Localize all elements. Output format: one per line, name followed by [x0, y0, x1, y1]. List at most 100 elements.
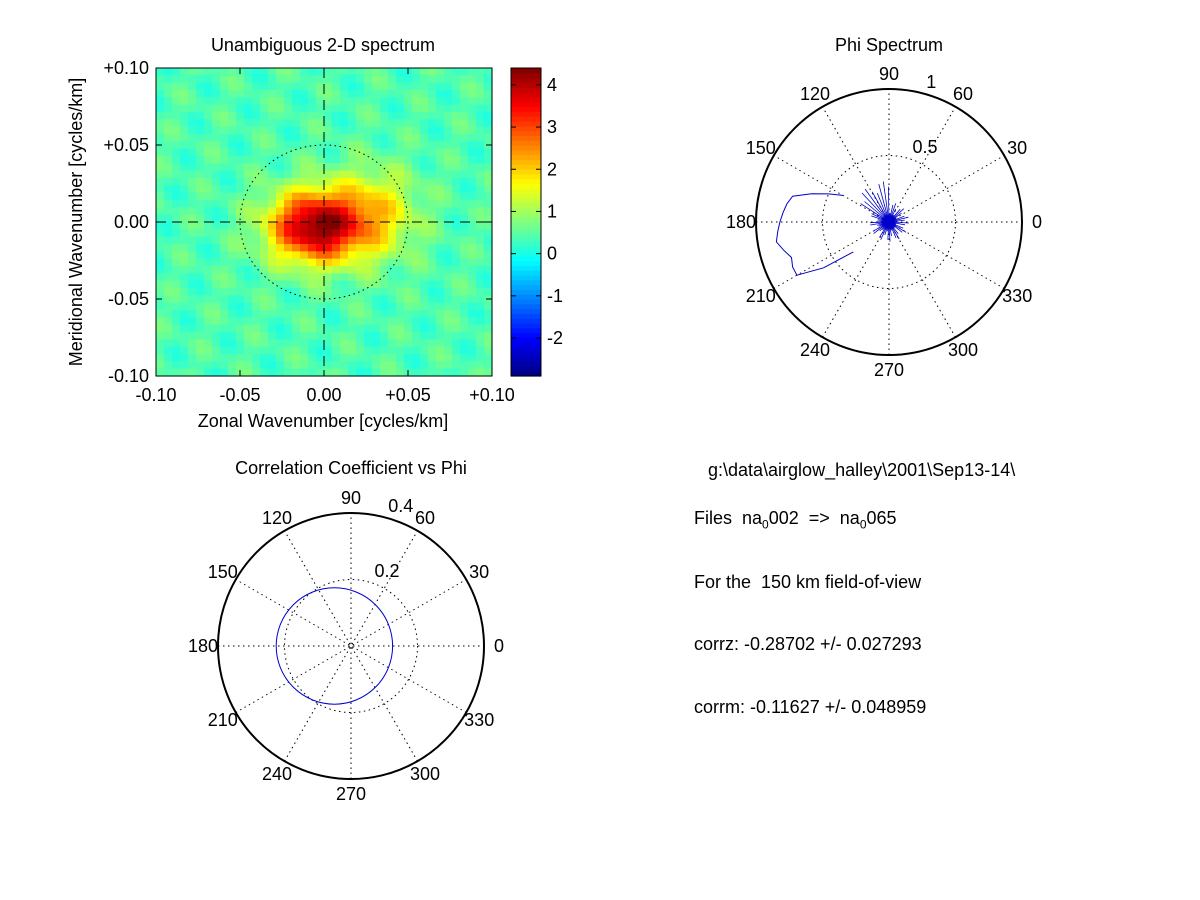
- heatmap-cell: [404, 244, 413, 252]
- heatmap-cell: [380, 192, 389, 201]
- heatmap-cell: [244, 317, 253, 326]
- heatmap-cell: [388, 112, 397, 120]
- heatmap-cell: [404, 75, 413, 84]
- heatmap-cell: [484, 361, 493, 370]
- heatmap-cell: [196, 236, 205, 245]
- heatmap-cell: [332, 163, 341, 172]
- heatmap-cell: [260, 68, 269, 76]
- heatmap-cell: [292, 339, 301, 348]
- heatmap-cell: [484, 258, 493, 267]
- heatmap-cell: [420, 332, 429, 340]
- colorbar-segment: [511, 173, 541, 180]
- heatmap-cell: [356, 163, 365, 172]
- heatmap-cell: [316, 104, 325, 113]
- heatmap-cell: [172, 104, 181, 113]
- heatmap-cell: [332, 273, 341, 282]
- heatmap-cell: [380, 126, 389, 135]
- heatmap-cell: [460, 90, 469, 98]
- heatmap-cell: [348, 148, 357, 157]
- phi-spectrum-title: Phi Spectrum: [835, 35, 943, 55]
- heatmap-cell: [236, 178, 245, 186]
- heatmap-cell: [452, 148, 461, 157]
- heatmap-cell: [252, 229, 261, 238]
- heatmap-cell: [364, 266, 373, 274]
- colorbar-segment: [511, 92, 541, 98]
- heatmap-cell: [276, 214, 285, 223]
- heatmap-cell: [428, 75, 437, 84]
- heatmap-cell: [388, 119, 397, 128]
- heatmap-cell: [300, 332, 309, 340]
- heatmap-cell: [404, 266, 413, 274]
- heatmap-cell: [292, 207, 301, 216]
- heatmap-cell: [252, 156, 261, 164]
- heatmap-cell: [180, 170, 189, 179]
- heatmap-cell: [372, 75, 381, 84]
- heatmap-cell: [252, 178, 261, 186]
- heatmap-cell: [164, 229, 173, 238]
- heatmap-cell: [428, 68, 437, 76]
- heatmap-cell: [316, 251, 325, 260]
- heatmap-cell: [276, 82, 285, 91]
- heatmap-cell: [428, 200, 437, 208]
- heatmap-cell: [468, 82, 477, 91]
- heatmap-cell: [332, 126, 341, 135]
- heatmap-cell: [484, 244, 493, 252]
- heatmap-cell: [484, 222, 493, 230]
- heatmap-cell: [172, 368, 181, 377]
- spectrum2d-panel: Unambiguous 2-D spectrum -0.10 -0.05 0.00 +…: [66, 35, 563, 431]
- heatmap-cell: [236, 354, 245, 362]
- heatmap-cell: [300, 302, 309, 311]
- heatmap-cell: [444, 97, 453, 106]
- heatmap-cell: [204, 178, 213, 186]
- heatmap-cell: [348, 141, 357, 150]
- heatmap-cell: [412, 332, 421, 340]
- heatmap-cell: [428, 170, 437, 179]
- heatmap-cell: [348, 222, 357, 230]
- heatmap-cell: [236, 192, 245, 201]
- heatmap-cell: [228, 82, 237, 91]
- heatmap-cell: [332, 310, 341, 318]
- heatmap-cell: [300, 288, 309, 296]
- heatmap-cell: [484, 214, 493, 223]
- heatmap-cell: [324, 258, 333, 267]
- heatmap-cell: [308, 288, 317, 296]
- heatmap-cell: [244, 361, 253, 370]
- heatmap-cell: [452, 317, 461, 326]
- heatmap-cell: [444, 339, 453, 348]
- ytick-label: 0.00: [114, 212, 149, 232]
- heatmap-cell: [164, 156, 173, 164]
- heatmap-cell: [452, 339, 461, 348]
- heatmap-cell: [388, 207, 397, 216]
- heatmap-cell: [404, 163, 413, 172]
- heatmap-cell: [164, 273, 173, 282]
- heatmap-cell: [452, 324, 461, 333]
- heatmap-cell: [268, 163, 277, 172]
- heatmap-cell: [228, 339, 237, 348]
- heatmap-cell: [428, 185, 437, 194]
- heatmap-cell: [308, 112, 317, 120]
- heatmap-cell: [316, 368, 325, 377]
- polar-angle-label: 240: [800, 340, 830, 360]
- heatmap-cell: [156, 134, 165, 142]
- heatmap-cell: [484, 273, 493, 282]
- heatmap-cell: [436, 134, 445, 142]
- heatmap-cell: [356, 310, 365, 318]
- heatmap-cell: [388, 251, 397, 260]
- heatmap-cell: [180, 361, 189, 370]
- heatmap-cell: [252, 280, 261, 289]
- heatmap-cell: [196, 361, 205, 370]
- heatmap-cell: [396, 141, 405, 150]
- heatmap-cell: [380, 75, 389, 84]
- heatmap-cell: [452, 163, 461, 172]
- heatmap-cell: [372, 302, 381, 311]
- heatmap-cell: [332, 178, 341, 186]
- heatmap-cell: [300, 90, 309, 98]
- heatmap-cell: [348, 288, 357, 296]
- heatmap-cell: [156, 112, 165, 120]
- heatmap-cell: [316, 280, 325, 289]
- heatmap-cell: [212, 324, 221, 333]
- heatmap-cell: [236, 332, 245, 340]
- heatmap-cell: [420, 185, 429, 194]
- polar-angle-label: 0: [1032, 212, 1042, 232]
